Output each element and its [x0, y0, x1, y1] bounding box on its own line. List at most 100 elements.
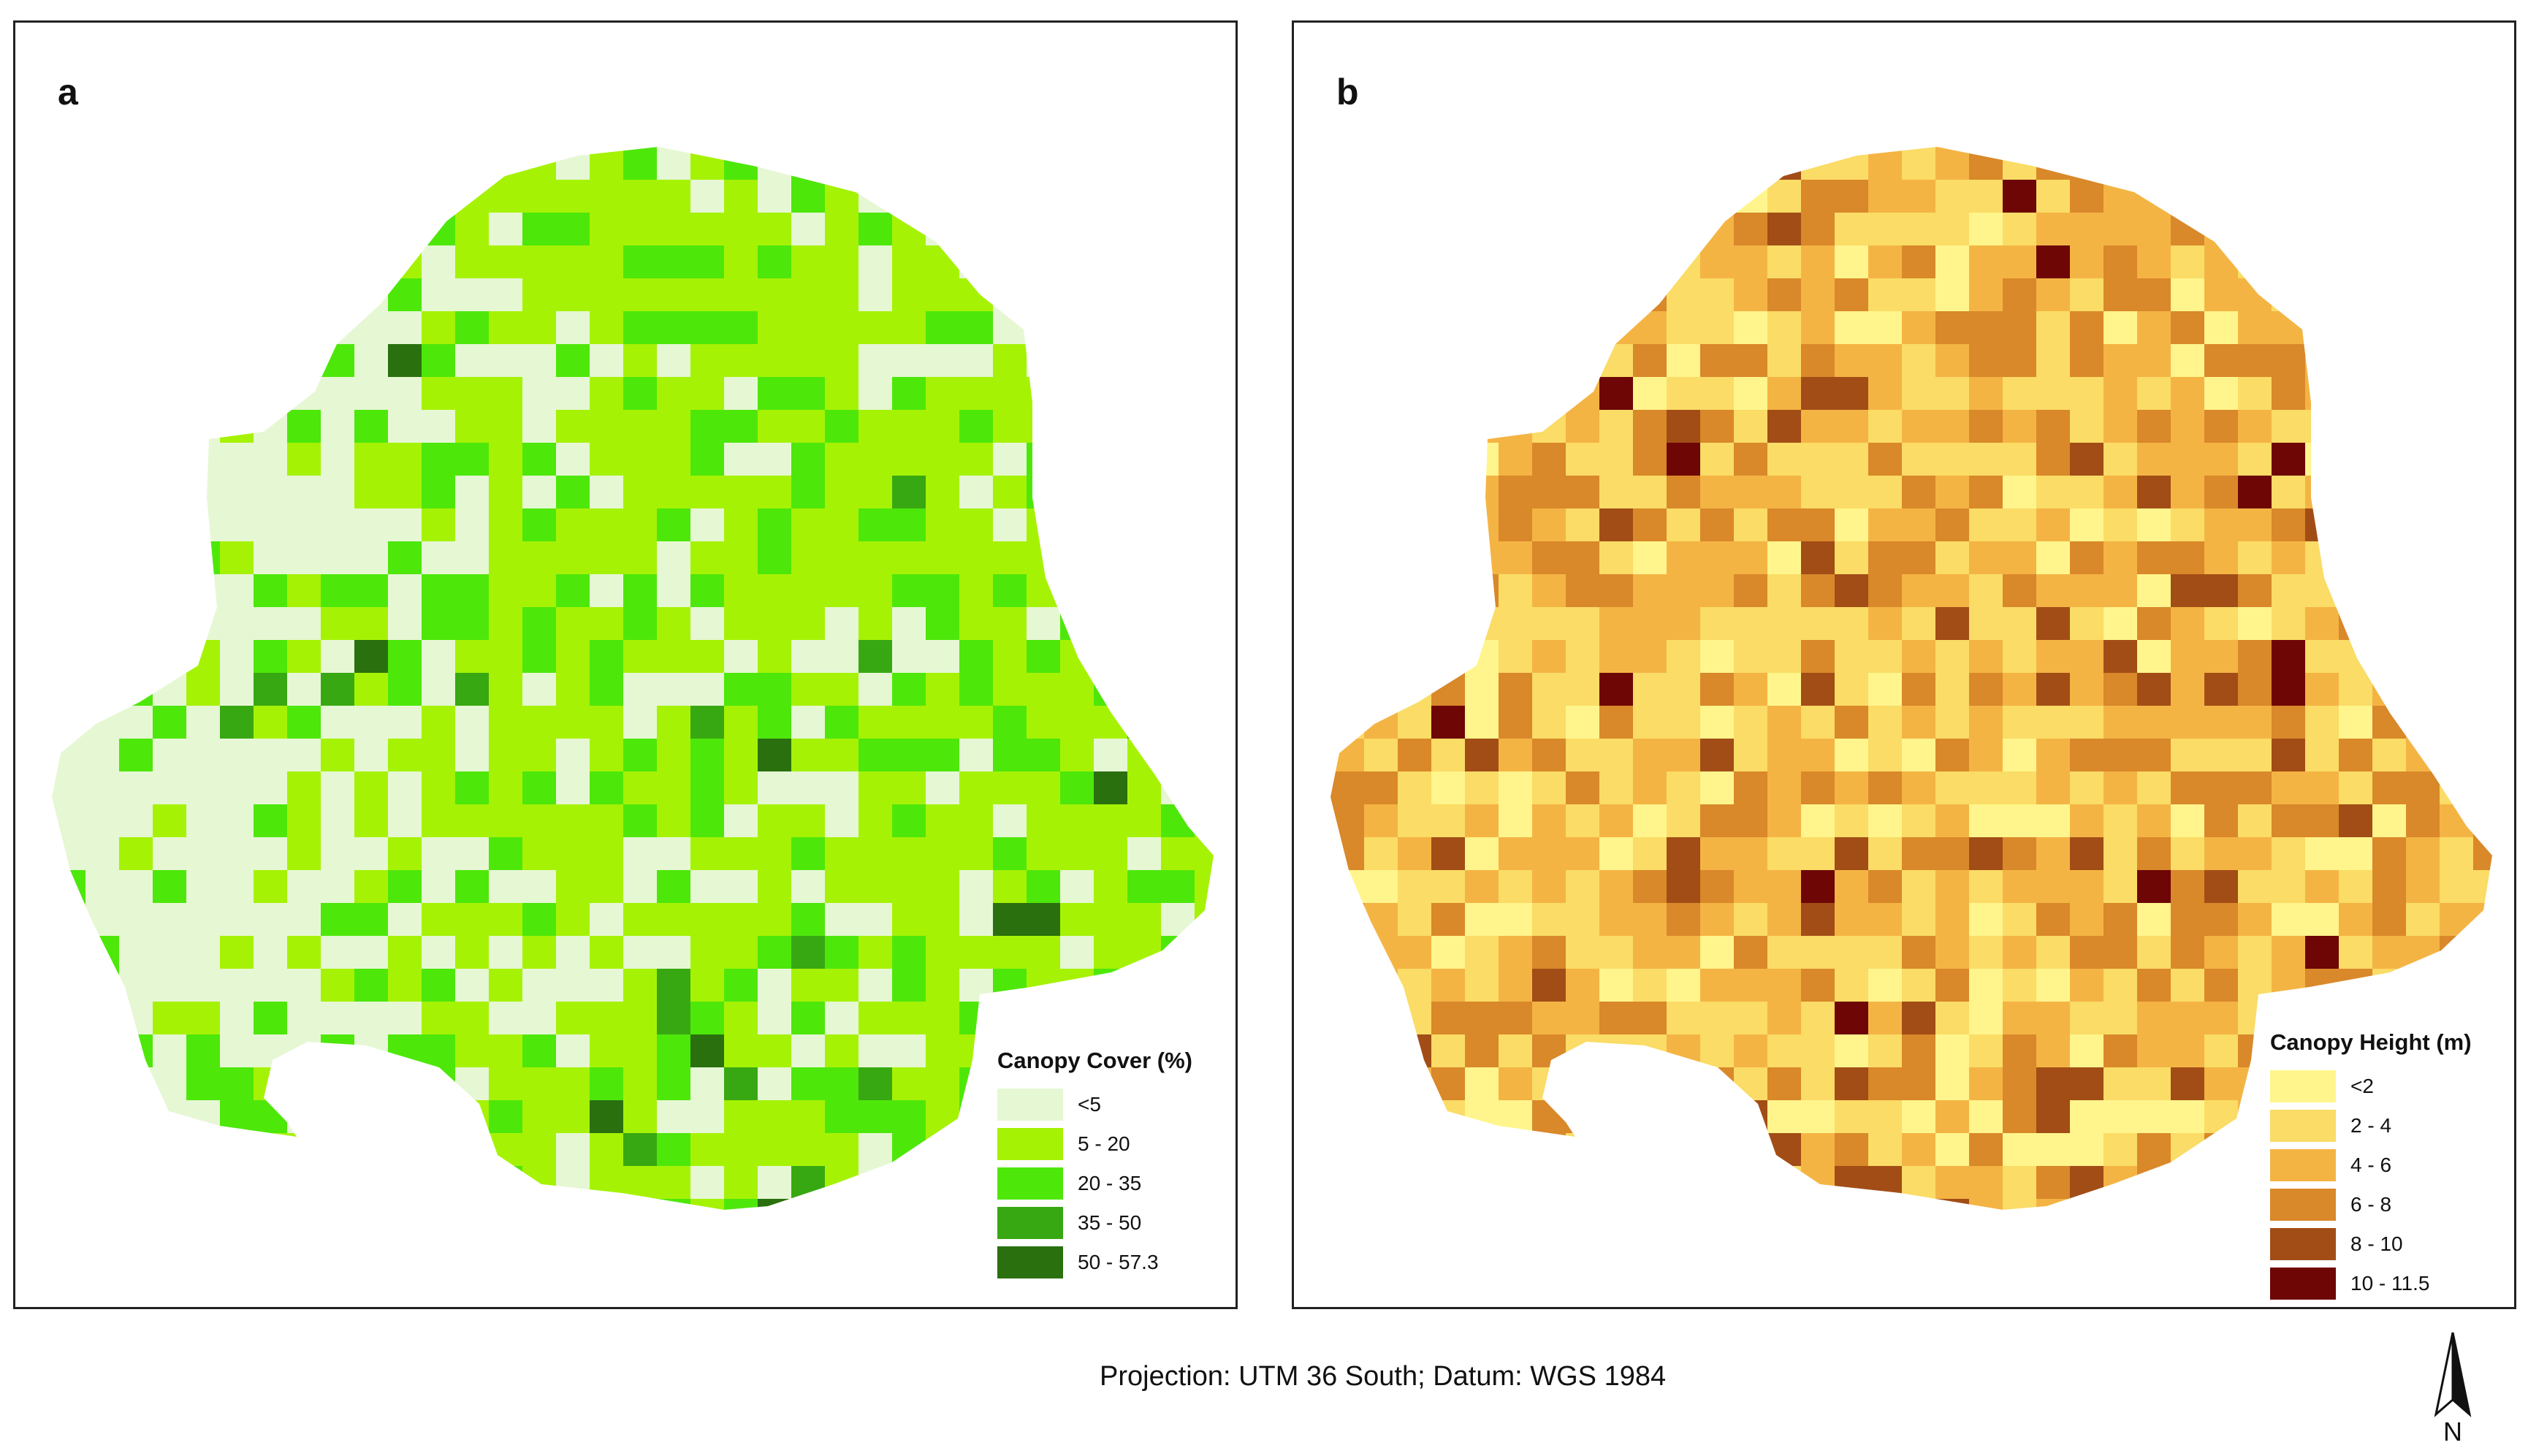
raster-cell	[791, 476, 826, 509]
raster-cell	[2473, 739, 2492, 772]
raster-cell	[2171, 969, 2205, 1002]
raster-cell	[758, 607, 792, 641]
raster-cell	[926, 739, 960, 772]
raster-cell	[1027, 607, 1061, 641]
raster-cell	[2003, 673, 2037, 706]
raster-cell	[2036, 1199, 2071, 1210]
raster-cell	[287, 344, 321, 378]
raster-cell	[254, 476, 288, 509]
raster-cell	[791, 706, 826, 739]
raster-cell	[2137, 180, 2171, 213]
raster-cell	[690, 640, 725, 674]
raster-cell	[119, 410, 153, 443]
raster-cell	[1969, 1166, 2003, 1200]
raster-cell	[2406, 213, 2440, 246]
raster-cell	[2036, 508, 2071, 542]
raster-cell	[321, 541, 355, 575]
raster-cell	[1767, 245, 1802, 279]
raster-cell	[1935, 377, 1970, 411]
raster-cell	[1734, 1067, 1768, 1101]
raster-cell	[1499, 1199, 1533, 1210]
raster-cell	[422, 607, 456, 641]
raster-cell	[1094, 804, 1128, 838]
raster-cell	[724, 706, 758, 739]
raster-cell	[1060, 706, 1094, 739]
raster-cell	[1902, 607, 1936, 641]
raster-cell	[153, 739, 187, 772]
raster-cell	[254, 771, 288, 805]
raster-cell	[858, 377, 893, 411]
raster-cell	[2339, 903, 2373, 937]
raster-cell	[388, 969, 422, 1002]
raster-cell	[522, 344, 557, 378]
raster-cell	[2036, 344, 2071, 378]
raster-cell	[2070, 1133, 2104, 1167]
raster-cell	[993, 673, 1027, 706]
raster-cell	[220, 147, 254, 180]
raster-cell	[388, 1133, 422, 1167]
raster-cell	[1868, 607, 1903, 641]
raster-cell	[1195, 1034, 1214, 1068]
raster-cell	[489, 607, 523, 641]
raster-cell	[522, 706, 557, 739]
raster-cell	[220, 377, 254, 411]
raster-cell	[1499, 180, 1533, 213]
raster-cell	[1094, 476, 1128, 509]
raster-cell	[2406, 870, 2440, 904]
raster-cell	[220, 574, 254, 608]
raster-cell	[2473, 541, 2492, 575]
raster-cell	[2238, 903, 2272, 937]
raster-cell	[354, 377, 389, 411]
raster-cell	[85, 377, 120, 411]
raster-cell	[220, 278, 254, 312]
raster-cell	[590, 147, 624, 180]
raster-cell	[1499, 1002, 1533, 1035]
raster-cell	[2036, 903, 2071, 937]
raster-cell	[2406, 969, 2440, 1002]
raster-cell	[1364, 1002, 1398, 1035]
raster-cell	[1667, 870, 1701, 904]
raster-cell	[926, 278, 960, 312]
raster-cell	[1667, 837, 1701, 871]
raster-cell	[1969, 936, 2003, 969]
raster-cell	[1767, 1133, 1802, 1167]
raster-cell	[1364, 607, 1398, 641]
raster-cell	[1364, 640, 1398, 674]
raster-cell	[1969, 508, 2003, 542]
raster-cell	[422, 771, 456, 805]
raster-cell	[858, 410, 893, 443]
raster-cell	[993, 278, 1027, 312]
raster-cell	[556, 607, 590, 641]
raster-cell	[959, 311, 994, 345]
raster-cell	[2036, 541, 2071, 575]
raster-cell	[959, 969, 994, 1002]
raster-cell	[119, 706, 153, 739]
raster-cell	[1465, 213, 1499, 246]
raster-cell	[2036, 673, 2071, 706]
raster-cell	[455, 969, 490, 1002]
raster-cell	[959, 213, 994, 246]
raster-cell	[1902, 410, 1936, 443]
raster-cell	[186, 476, 221, 509]
raster-cell	[1499, 344, 1533, 378]
raster-cell	[959, 1034, 994, 1068]
raster-cell	[556, 1166, 590, 1200]
raster-cell	[758, 147, 792, 180]
raster-cell	[724, 311, 758, 345]
raster-cell	[2137, 1133, 2171, 1167]
raster-cell	[2137, 837, 2171, 871]
raster-cell	[489, 311, 523, 345]
raster-cell	[153, 706, 187, 739]
raster-cell	[2272, 344, 2306, 378]
raster-cell	[2238, 278, 2272, 312]
legend-label: 50 - 57.3	[1078, 1251, 1159, 1273]
raster-cell	[455, 607, 490, 641]
raster-cell	[489, 344, 523, 378]
raster-cell	[556, 443, 590, 476]
raster-cell	[1835, 508, 1869, 542]
raster-cell	[287, 969, 321, 1002]
raster-cell	[657, 377, 691, 411]
raster-cell	[825, 771, 859, 805]
raster-cell	[556, 1199, 590, 1210]
raster-cell	[858, 1166, 893, 1200]
